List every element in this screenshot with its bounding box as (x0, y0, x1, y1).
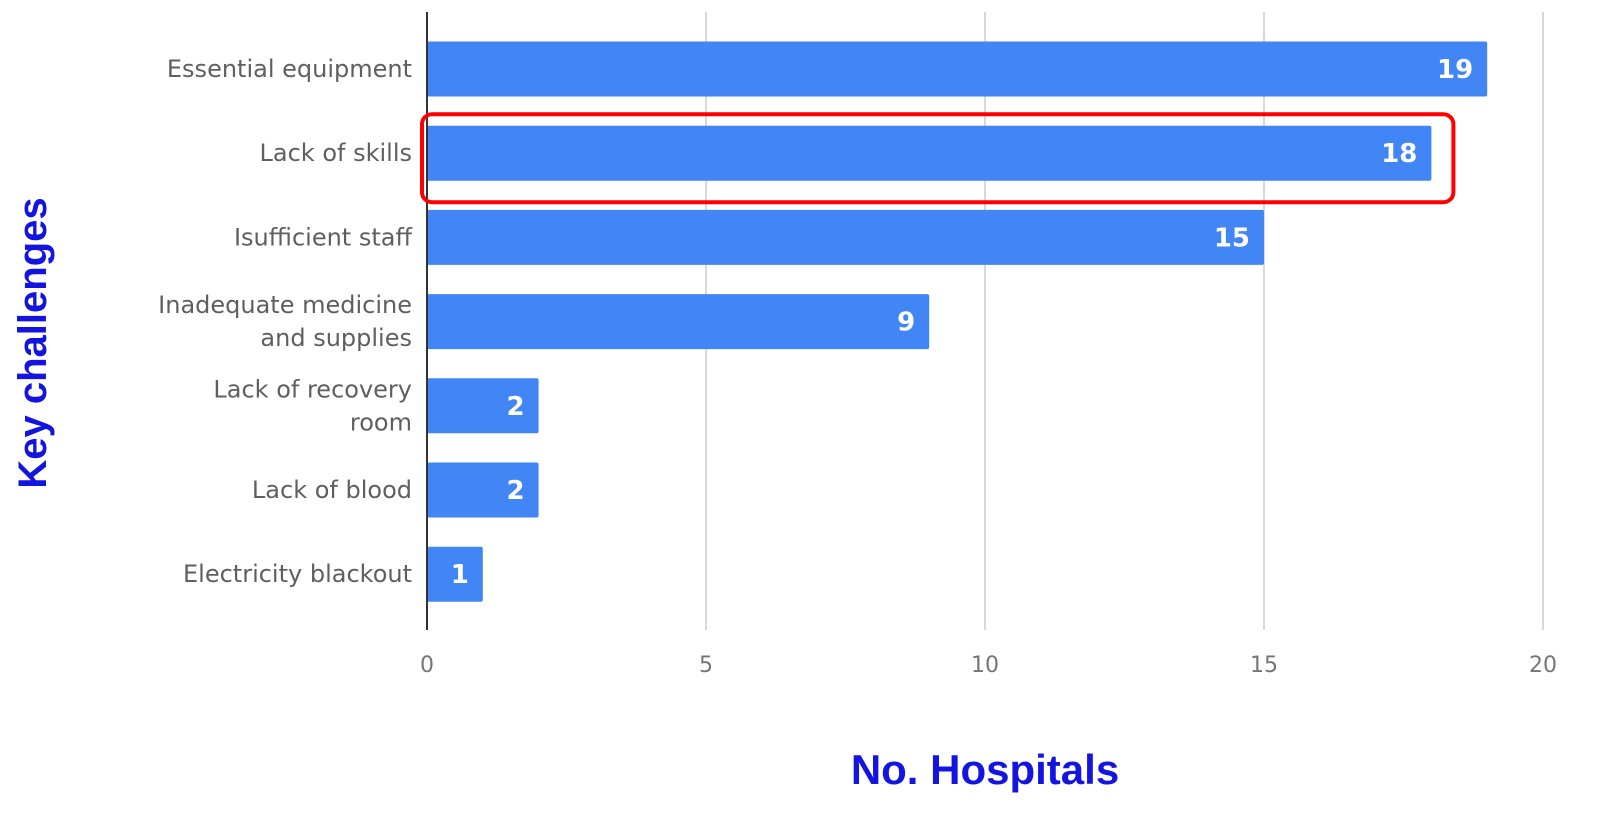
x-tick-label: 0 (420, 653, 434, 678)
bar (427, 41, 1488, 97)
x-tick-label: 15 (1250, 653, 1278, 678)
bar (427, 209, 1264, 265)
x-axis-title: No. Hospitals (851, 746, 1119, 793)
data-label: 1 (451, 560, 469, 590)
category-label: and supplies (260, 324, 412, 352)
category-label: Lack of recovery (213, 375, 412, 403)
data-label: 19 (1437, 55, 1473, 85)
data-label: 2 (507, 476, 525, 506)
category-label: Electricity blackout (183, 560, 412, 588)
x-tick-label: 20 (1529, 653, 1557, 678)
x-tick-label: 5 (699, 653, 713, 678)
category-label: Isufficient staff (234, 223, 412, 251)
category-labels: Essential equipment Lack of skills Isuffic… (158, 55, 412, 588)
x-tick-label: 10 (971, 653, 999, 678)
category-label: room (350, 408, 412, 436)
category-label: Lack of skills (260, 139, 412, 167)
bars: 19 18 15 9 2 2 1 (427, 41, 1488, 602)
data-label: 9 (897, 308, 915, 338)
category-label: Inadequate medicine (158, 291, 412, 319)
category-label: Lack of blood (252, 476, 412, 504)
category-label: Essential equipment (167, 55, 412, 83)
x-tick-labels: 0 5 10 15 20 (420, 653, 1557, 678)
bar (427, 125, 1432, 181)
y-axis-title: Key challenges (11, 197, 55, 488)
data-label: 15 (1214, 223, 1250, 253)
bar (427, 546, 483, 602)
data-label: 18 (1381, 139, 1417, 169)
highlight-box (420, 112, 1456, 205)
bar (427, 462, 539, 518)
bar (427, 294, 930, 350)
data-label: 2 (507, 392, 525, 422)
bar (427, 378, 539, 434)
